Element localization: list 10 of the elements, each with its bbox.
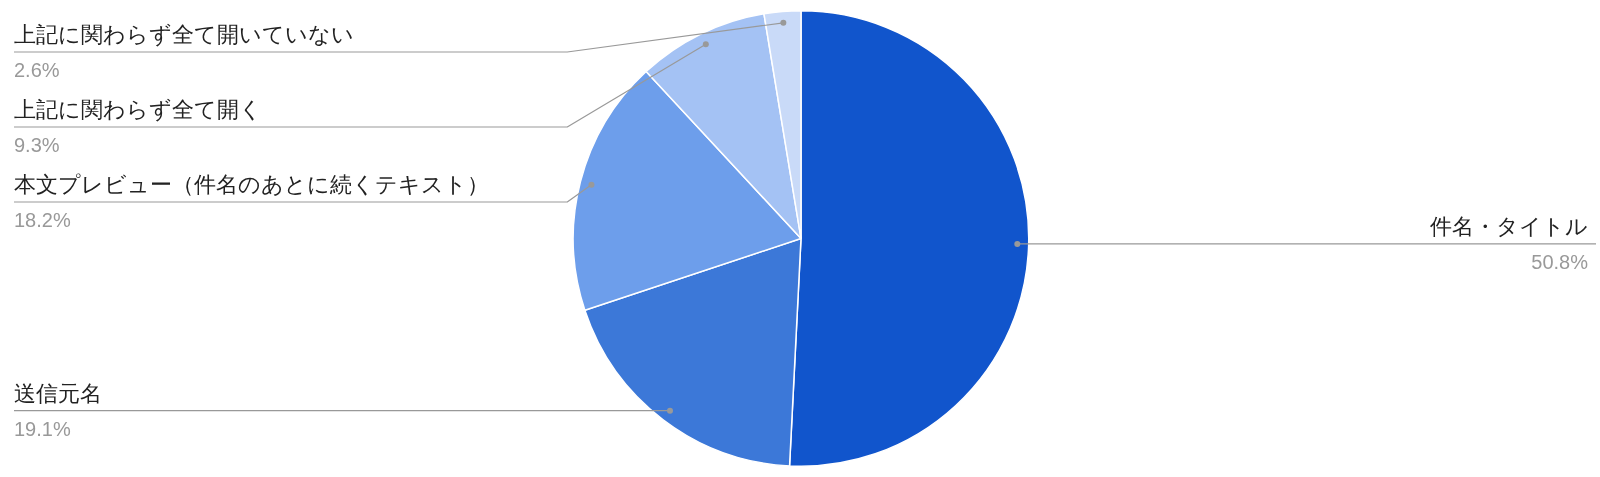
data-label: 2.6% — [14, 59, 60, 81]
slice-label: 上記に関わらず全て開く — [14, 97, 262, 122]
data-label: 9.3% — [14, 134, 60, 156]
slice-label: 件名・タイトル — [1430, 213, 1588, 239]
data-label: 18.2% — [14, 209, 71, 231]
data-label: 19.1% — [14, 417, 71, 440]
slice-label: 上記に関わらず全て開いていない — [14, 22, 354, 47]
slice-label: 本文プレビュー（件名のあとに続くテキスト） — [14, 172, 489, 197]
data-label: 50.8% — [1531, 250, 1589, 273]
slice-label: 送信元名 — [14, 380, 102, 406]
